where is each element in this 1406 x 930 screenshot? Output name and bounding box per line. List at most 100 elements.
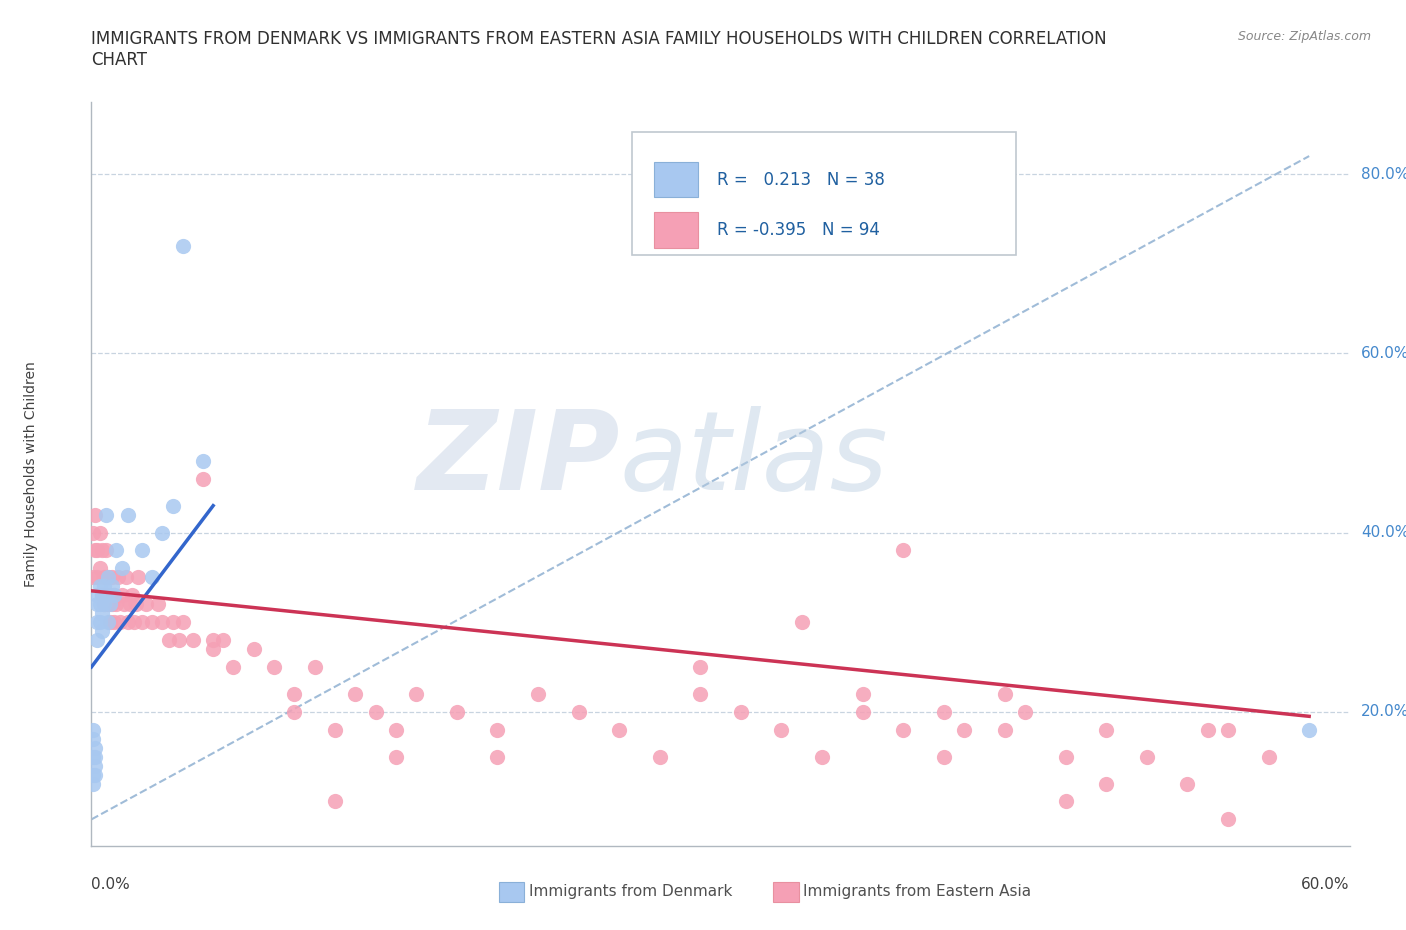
Point bbox=[172, 615, 194, 630]
Point bbox=[121, 588, 143, 603]
Point bbox=[100, 597, 122, 612]
Point bbox=[86, 543, 108, 558]
Point bbox=[84, 543, 107, 558]
Text: Immigrants from Denmark: Immigrants from Denmark bbox=[529, 884, 733, 899]
Point bbox=[364, 704, 387, 719]
Point bbox=[1095, 777, 1118, 791]
Point bbox=[157, 632, 180, 647]
Point bbox=[202, 642, 225, 657]
Point bbox=[82, 723, 104, 737]
Text: Family Households with Children: Family Households with Children bbox=[24, 362, 38, 587]
Point bbox=[689, 659, 711, 674]
Point bbox=[135, 597, 157, 612]
Point bbox=[93, 597, 115, 612]
Text: R =   0.213   N = 38: R = 0.213 N = 38 bbox=[717, 170, 884, 189]
Point bbox=[1054, 750, 1077, 764]
Point bbox=[90, 624, 112, 639]
Point bbox=[1197, 723, 1219, 737]
Point bbox=[191, 454, 214, 469]
Point bbox=[104, 543, 127, 558]
Text: atlas: atlas bbox=[620, 405, 889, 513]
Point bbox=[994, 723, 1017, 737]
Point bbox=[86, 588, 108, 603]
Point bbox=[84, 758, 107, 773]
Point bbox=[90, 588, 112, 603]
Point bbox=[100, 570, 122, 585]
Point bbox=[89, 597, 111, 612]
Text: 0.0%: 0.0% bbox=[91, 877, 131, 892]
Text: CHART: CHART bbox=[91, 51, 148, 69]
Point bbox=[90, 605, 112, 620]
Point bbox=[1177, 777, 1199, 791]
Point bbox=[891, 723, 914, 737]
Point bbox=[98, 615, 121, 630]
Point bbox=[90, 543, 112, 558]
Point bbox=[94, 588, 117, 603]
Point bbox=[84, 767, 107, 782]
Point bbox=[1095, 723, 1118, 737]
Point bbox=[1216, 723, 1239, 737]
Point bbox=[323, 794, 346, 809]
Point bbox=[222, 659, 245, 674]
Point bbox=[89, 578, 111, 593]
Point bbox=[202, 632, 225, 647]
Point bbox=[167, 632, 190, 647]
Point bbox=[263, 659, 285, 674]
Point bbox=[97, 570, 120, 585]
Point bbox=[181, 632, 204, 647]
Point bbox=[152, 615, 174, 630]
Point bbox=[648, 750, 671, 764]
Point bbox=[89, 615, 111, 630]
Point bbox=[103, 588, 125, 603]
Point bbox=[1257, 750, 1279, 764]
Point bbox=[141, 615, 163, 630]
Bar bbox=[654, 212, 697, 248]
Text: IMMIGRANTS FROM DENMARK VS IMMIGRANTS FROM EASTERN ASIA FAMILY HOUSEHOLDS WITH C: IMMIGRANTS FROM DENMARK VS IMMIGRANTS FR… bbox=[91, 30, 1107, 47]
Point bbox=[131, 615, 153, 630]
Point bbox=[932, 704, 955, 719]
Point bbox=[93, 597, 115, 612]
Point bbox=[84, 740, 107, 755]
Point bbox=[131, 543, 153, 558]
Point bbox=[111, 561, 134, 576]
Bar bbox=[654, 162, 697, 197]
Point bbox=[953, 723, 976, 737]
Point bbox=[790, 615, 813, 630]
Text: Source: ZipAtlas.com: Source: ZipAtlas.com bbox=[1237, 30, 1371, 43]
Point bbox=[98, 588, 121, 603]
Point bbox=[82, 731, 104, 746]
Point bbox=[94, 507, 117, 522]
Point bbox=[93, 570, 115, 585]
Point bbox=[1136, 750, 1159, 764]
Point bbox=[344, 686, 367, 701]
Point bbox=[283, 686, 305, 701]
Point bbox=[100, 578, 122, 593]
Point bbox=[117, 615, 139, 630]
Point bbox=[811, 750, 834, 764]
Point bbox=[891, 543, 914, 558]
FancyBboxPatch shape bbox=[633, 132, 1017, 255]
Point bbox=[486, 723, 509, 737]
Point bbox=[125, 597, 148, 612]
Point bbox=[84, 750, 107, 764]
Point bbox=[385, 723, 408, 737]
Point bbox=[385, 750, 408, 764]
Point bbox=[93, 578, 115, 593]
Point bbox=[86, 570, 108, 585]
Point bbox=[82, 570, 104, 585]
Point bbox=[111, 588, 134, 603]
Point bbox=[82, 525, 104, 540]
Point bbox=[932, 750, 955, 764]
Point bbox=[98, 597, 121, 612]
Point bbox=[104, 597, 127, 612]
Point bbox=[994, 686, 1017, 701]
Point bbox=[212, 632, 235, 647]
Point bbox=[770, 723, 793, 737]
Point bbox=[97, 615, 120, 630]
Point bbox=[89, 525, 111, 540]
Text: 60.0%: 60.0% bbox=[1302, 877, 1350, 892]
Point bbox=[283, 704, 305, 719]
Point bbox=[86, 597, 108, 612]
Text: 20.0%: 20.0% bbox=[1361, 704, 1406, 719]
Point bbox=[162, 498, 184, 513]
